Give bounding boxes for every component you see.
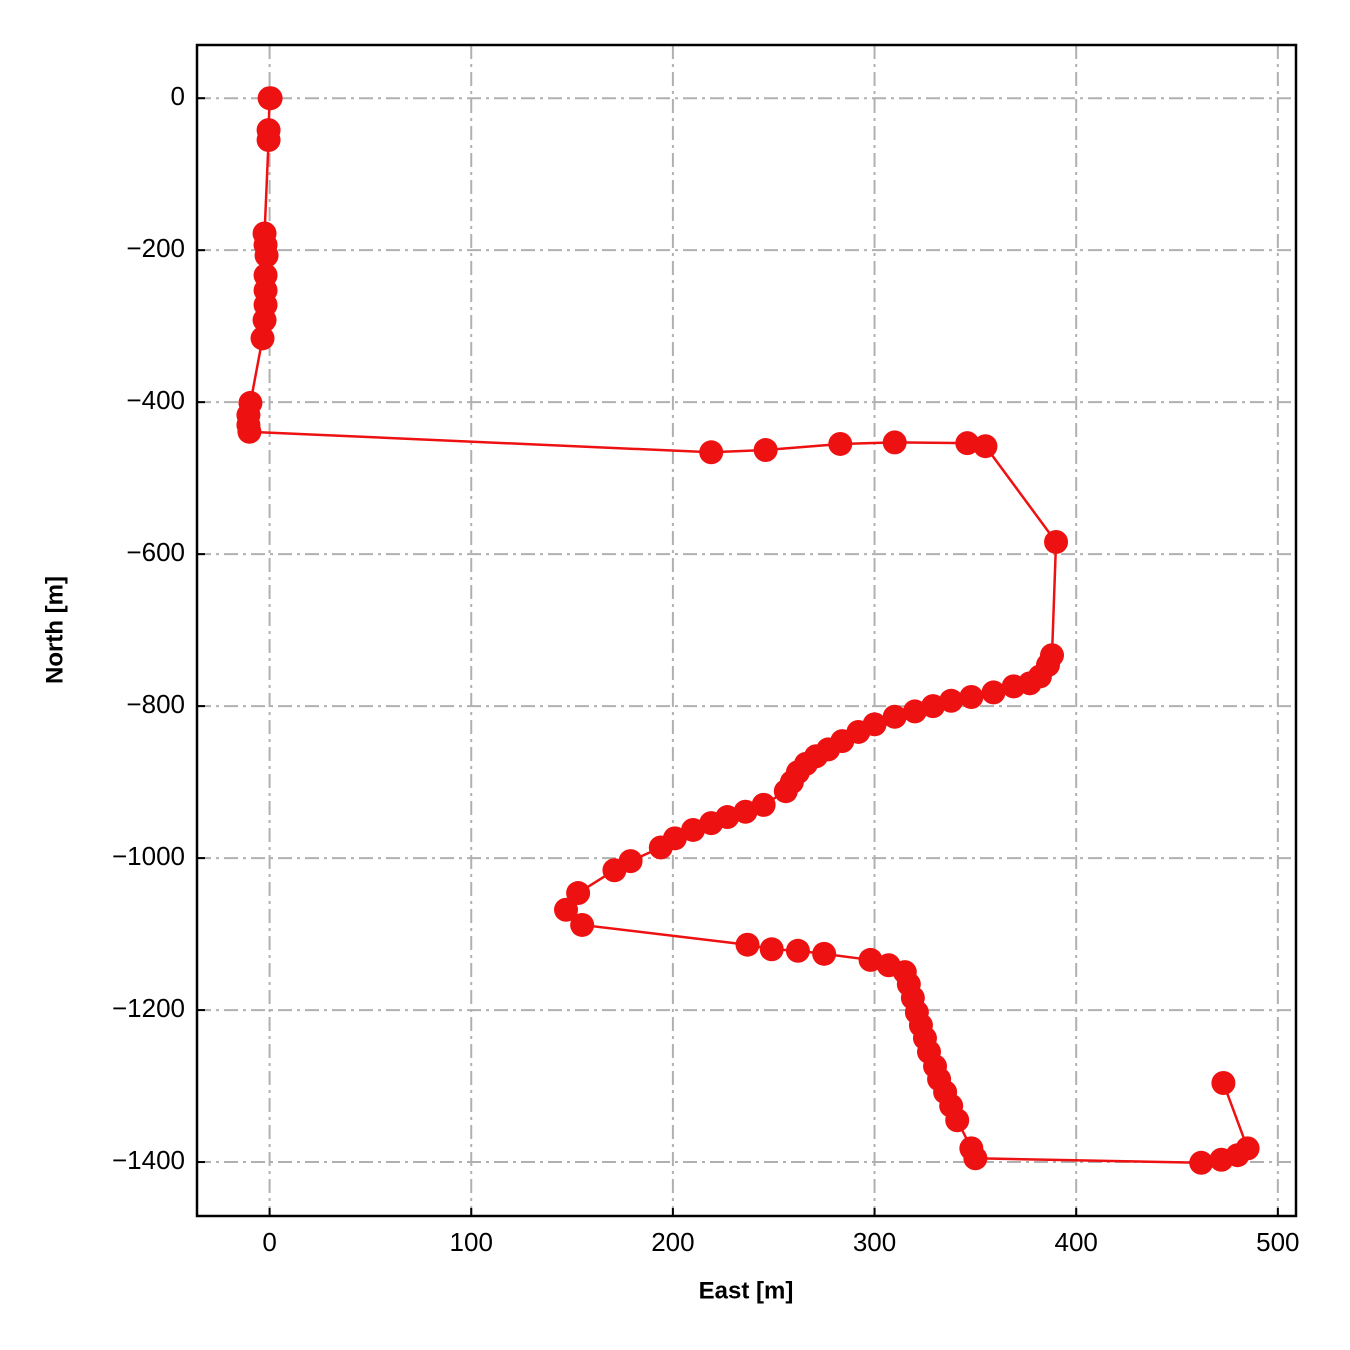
point-marker — [257, 86, 282, 111]
point-marker — [733, 799, 758, 824]
grid-layer — [197, 45, 1296, 1216]
x-axis-label: East [m] — [699, 1277, 794, 1304]
y-tick-label: −600 — [126, 537, 185, 567]
point-marker — [902, 699, 927, 724]
y-tick-label: −800 — [126, 689, 185, 719]
point-marker — [566, 881, 591, 906]
y-tick-label: −200 — [126, 233, 185, 263]
point-marker — [1189, 1150, 1214, 1175]
point-marker — [939, 688, 964, 713]
y-axis-label: North [m] — [41, 576, 68, 684]
point-marker — [981, 680, 1006, 705]
y-tick-label: −1400 — [112, 1145, 185, 1175]
point-marker — [945, 1108, 970, 1133]
point-marker — [699, 440, 724, 465]
point-marker — [921, 694, 946, 719]
point-marker — [252, 308, 277, 333]
y-tick-label: −400 — [126, 385, 185, 415]
x-tick-label: 200 — [651, 1227, 694, 1257]
point-marker — [785, 938, 810, 963]
trajectory-line — [247, 96, 1250, 1165]
point-marker — [254, 243, 279, 268]
point-marker — [1044, 529, 1069, 554]
tick-layer: 0 100 200 300 400 500 0 −200 −400 −600 −800 −1000 −1… — [112, 81, 1300, 1257]
point-marker — [759, 937, 784, 962]
point-marker — [1235, 1136, 1260, 1161]
point-marker — [237, 419, 262, 444]
point-marker — [959, 684, 984, 709]
point-marker — [828, 431, 853, 456]
point-marker — [973, 434, 998, 459]
point-marker — [256, 127, 281, 152]
point-marker — [681, 817, 706, 842]
point-marker — [858, 947, 883, 972]
point-marker — [699, 811, 724, 836]
point-marker — [648, 835, 673, 860]
point-marker — [602, 858, 627, 883]
x-tick-label: 0 — [262, 1227, 276, 1257]
y-tick-label: −1200 — [112, 993, 185, 1023]
point-marker — [250, 326, 275, 351]
x-tick-label: 100 — [450, 1227, 493, 1257]
point-marker — [1211, 1071, 1236, 1096]
point-marker — [773, 779, 798, 804]
point-marker — [963, 1146, 988, 1171]
plot-frame — [195, 43, 1298, 1218]
point-marker — [753, 438, 778, 463]
point-marker — [882, 704, 907, 729]
point-marker — [882, 430, 907, 455]
y-tick-label: −1000 — [112, 841, 185, 871]
point-marker — [751, 792, 776, 817]
point-marker — [570, 912, 595, 937]
y-tick-label: 0 — [171, 81, 185, 111]
point-marker — [735, 932, 760, 957]
point-marker — [554, 897, 579, 922]
point-marker — [1001, 674, 1026, 699]
x-tick-label: 300 — [853, 1227, 896, 1257]
point-marker — [955, 431, 980, 456]
x-tick-label: 500 — [1256, 1227, 1299, 1257]
plot-layer — [236, 86, 1260, 1175]
x-tick-label: 400 — [1055, 1227, 1098, 1257]
point-marker — [812, 941, 837, 966]
